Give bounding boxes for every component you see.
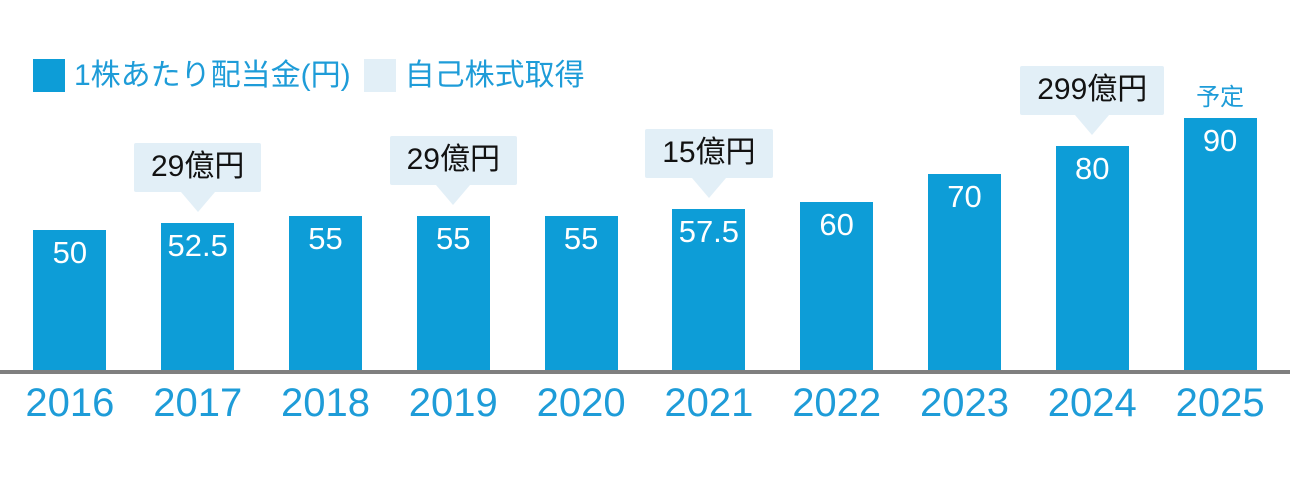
dividend-bar: 55 — [544, 216, 618, 370]
bar-plot-area: 29億円 52.5 — [134, 0, 262, 370]
bar-plot-area: 50 — [33, 0, 107, 370]
dividend-bar: 57.5 — [672, 209, 746, 370]
year-label: 2022 — [792, 381, 882, 425]
buyback-annotation-bubble: 15億円 — [645, 129, 773, 178]
dividend-bar: 60 — [800, 202, 874, 370]
planned-note-label: 予定 — [1196, 84, 1245, 111]
bar-group: 15億円 57.5 2021 — [645, 0, 773, 481]
bar-value-label: 70 — [947, 179, 982, 214]
year-label: 2023 — [919, 381, 1009, 425]
bar-group: 50 2016 — [6, 0, 134, 481]
dividend-bar: 70 — [927, 174, 1001, 370]
bar-group: 55 2020 — [517, 0, 645, 481]
bar-value-label: 50 — [52, 235, 88, 270]
bar-value-label: 55 — [436, 221, 471, 256]
buyback-annotation-bubble: 299億円 — [1020, 66, 1165, 115]
year-label: 2024 — [1047, 381, 1137, 425]
year-label: 2017 — [153, 381, 243, 425]
legend-item-buyback: 自己株式取得 — [363, 59, 585, 92]
bar-plot-area: 55 — [288, 0, 362, 370]
dividend-swatch-icon — [33, 59, 65, 92]
bar-group: 予定 90 2025 — [1156, 0, 1284, 481]
legend-item-dividend: 1株あたり配当金(円) — [33, 59, 351, 92]
dividend-bar: 80 — [1055, 146, 1129, 370]
dividend-bar: 55 — [416, 216, 490, 370]
legend: 1株あたり配当金(円) 自己株式取得 — [33, 59, 585, 92]
year-label: 2016 — [25, 381, 115, 425]
dividend-bar: 52.5 — [161, 223, 235, 370]
bar-plot-area: 15億円 57.5 — [645, 0, 773, 370]
bar-value-label: 60 — [819, 207, 854, 242]
legend-label-dividend: 1株あたり配当金(円) — [74, 59, 351, 92]
bar-value-label: 80 — [1075, 151, 1110, 186]
bar-plot-area: 70 — [927, 0, 1001, 370]
year-label: 2019 — [408, 381, 498, 425]
bar-plot-area: 55 — [544, 0, 618, 370]
bar-plot-area: 60 — [800, 0, 874, 370]
buyback-annotation-bubble: 29億円 — [389, 136, 517, 185]
bar-group: 70 2023 — [901, 0, 1029, 481]
dividend-bar: 90 — [1183, 118, 1257, 370]
bar-value-label: 57.5 — [678, 214, 740, 249]
buyback-annotation-bubble: 29億円 — [134, 143, 262, 192]
bar-group: 29億円 55 2019 — [389, 0, 517, 481]
bar-plot-area: 299億円 80 — [1020, 0, 1165, 370]
year-label: 2018 — [281, 381, 370, 425]
bar-group: 55 2018 — [262, 0, 390, 481]
legend-label-buyback: 自己株式取得 — [404, 59, 585, 92]
bar-group: 299億円 80 2024 — [1020, 0, 1165, 481]
dividend-bar: 50 — [33, 230, 107, 370]
year-label: 2025 — [1175, 381, 1265, 425]
x-axis-line — [0, 370, 1290, 374]
bar-plot-area: 29億円 55 — [389, 0, 517, 370]
dividend-bar: 55 — [288, 216, 362, 370]
year-label: 2021 — [664, 381, 754, 425]
bar-plot-area: 予定 90 — [1183, 0, 1257, 370]
bar-group: 29億円 52.5 2017 — [134, 0, 262, 481]
bar-value-label: 55 — [308, 221, 343, 256]
buyback-swatch-icon — [363, 59, 396, 92]
year-label: 2020 — [536, 381, 626, 425]
bar-value-label: 55 — [563, 221, 599, 256]
bar-value-label: 90 — [1202, 123, 1238, 158]
bar-value-label: 52.5 — [167, 228, 228, 263]
bar-group: 60 2022 — [773, 0, 901, 481]
